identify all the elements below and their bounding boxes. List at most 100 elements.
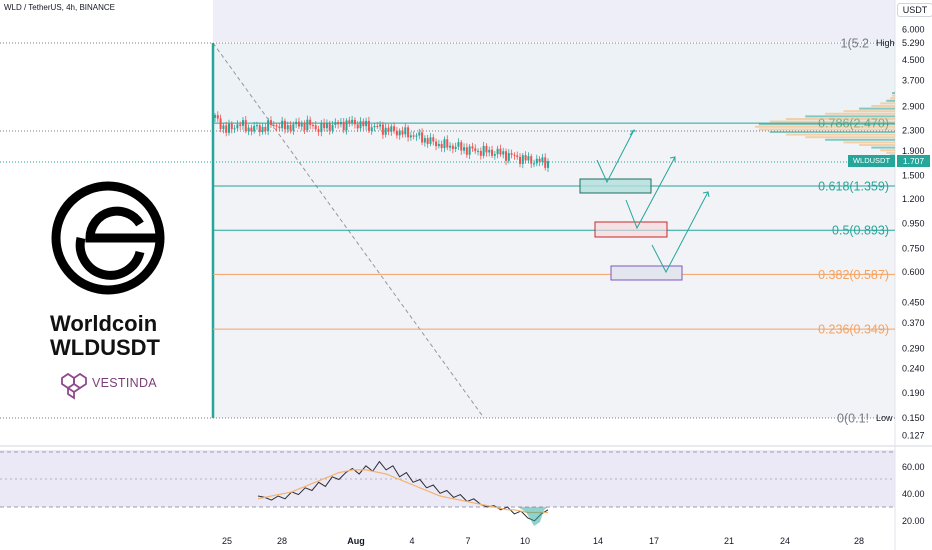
time-tick-label: 25	[222, 536, 232, 546]
candle-body	[264, 126, 267, 131]
price-tick-label: 0.450	[902, 297, 925, 307]
candle-body	[507, 153, 510, 161]
volume-bar	[880, 102, 895, 105]
candle-body	[443, 139, 446, 149]
candle-body	[376, 126, 379, 128]
candle-body	[261, 126, 264, 133]
price-axis[interactable]: 6.000 5.290 4.500 3.700 2.900 2.300 1.900 1.500…	[902, 25, 925, 441]
candle-body	[446, 139, 449, 148]
price-tick-label: 1.200	[902, 194, 925, 204]
candle-body	[393, 126, 396, 131]
fib-tag-low: Low	[876, 413, 893, 423]
candle-body	[451, 145, 454, 150]
candle-body	[353, 119, 356, 125]
candle-body	[339, 121, 342, 125]
candle-body	[269, 120, 272, 125]
candle-body	[401, 130, 404, 135]
candle-body	[351, 119, 354, 124]
entry-zone-box-1[interactable]	[579, 178, 652, 194]
rsi-tick-label: 40.00	[902, 489, 925, 499]
candle-body	[362, 121, 365, 127]
time-tick-label: 28	[854, 536, 864, 546]
candle-body	[334, 122, 337, 125]
candle-body	[328, 123, 331, 131]
time-axis[interactable]: 25 28 Aug 4 7 10 14 17 21 24 28	[222, 536, 864, 546]
candle-body	[306, 119, 309, 131]
candle-body	[493, 154, 496, 156]
candle-body	[533, 163, 536, 165]
price-tick-label: 1.500	[902, 171, 925, 181]
candle-body	[519, 156, 522, 164]
rsi-axis[interactable]: 60.00 40.00 20.00	[902, 462, 925, 526]
candle-body	[239, 124, 242, 126]
candle-body	[477, 150, 480, 152]
candle-body	[356, 124, 359, 129]
fib-label-0.236: 0.236(0.349)	[818, 323, 889, 337]
candle-body	[426, 138, 429, 144]
fib-label-0: 0(0.1!	[837, 412, 869, 426]
price-tick-label: 6.000	[902, 25, 925, 35]
entry-zone-box-2[interactable]	[594, 221, 668, 238]
time-tick-label: 14	[593, 536, 603, 546]
candle-body	[530, 156, 533, 164]
rsi-ma-line	[257, 469, 548, 514]
candle-body	[395, 130, 398, 136]
candle-body	[409, 135, 412, 138]
candle-body	[510, 153, 513, 155]
candle-body	[267, 120, 270, 131]
candle-body	[485, 145, 488, 153]
scenario-arrow-1	[596, 129, 635, 184]
candle-body	[421, 132, 424, 143]
candle-body	[292, 124, 295, 131]
candle-body	[342, 121, 345, 131]
time-tick-label: 10	[520, 536, 530, 546]
candle-body	[281, 120, 284, 129]
volume-bar	[758, 123, 895, 126]
time-tick-label: 21	[724, 536, 734, 546]
currency-button[interactable]: USDT	[897, 3, 932, 17]
candle-body	[502, 151, 505, 155]
time-tick-label: 4	[409, 536, 414, 546]
candle-body	[499, 148, 502, 155]
candle-body	[297, 121, 300, 127]
volume-bar	[769, 131, 895, 133]
volume-bar	[859, 107, 895, 110]
candle-body	[535, 158, 538, 164]
candle-body	[300, 123, 303, 127]
candle-body	[521, 155, 524, 164]
price-tick-label: 3.700	[902, 76, 925, 86]
candle-body	[541, 157, 544, 162]
rsi-line	[257, 460, 549, 522]
pane-fib-zone-upper	[213, 43, 895, 123]
rsi-indicator	[257, 460, 549, 526]
candle-body	[454, 146, 457, 150]
pane-top-shade	[213, 0, 895, 42]
candle-body	[384, 127, 387, 135]
candle-body	[311, 125, 314, 127]
candle-body	[465, 147, 468, 155]
price-tick-label: 2.300	[902, 126, 925, 136]
fib-label-0.5: 0.5(0.893)	[832, 224, 889, 238]
volume-profile	[755, 92, 895, 165]
volume-bar	[892, 94, 895, 97]
candle-body	[359, 121, 362, 129]
fib-label-1: 1(5.2	[841, 37, 870, 51]
candle-body	[289, 125, 292, 131]
candle-body	[488, 149, 491, 153]
candle-body	[544, 157, 547, 168]
rsi-oversold-fill	[518, 507, 548, 526]
candle-body	[216, 115, 219, 119]
candle-body	[496, 148, 499, 155]
candle-body	[348, 120, 351, 124]
fib-label-0.618: 0.618(1.359)	[818, 180, 889, 194]
candle-body	[387, 127, 390, 132]
rsi-tick-label: 20.00	[902, 516, 925, 526]
entry-zone-box-3[interactable]	[610, 265, 683, 281]
candle-body	[435, 141, 438, 147]
candle-body	[331, 124, 334, 131]
time-tick-label: Aug	[347, 536, 365, 546]
price-tick-label: 5.290	[902, 38, 925, 48]
candle-body	[286, 125, 289, 130]
candle-body	[381, 124, 384, 135]
